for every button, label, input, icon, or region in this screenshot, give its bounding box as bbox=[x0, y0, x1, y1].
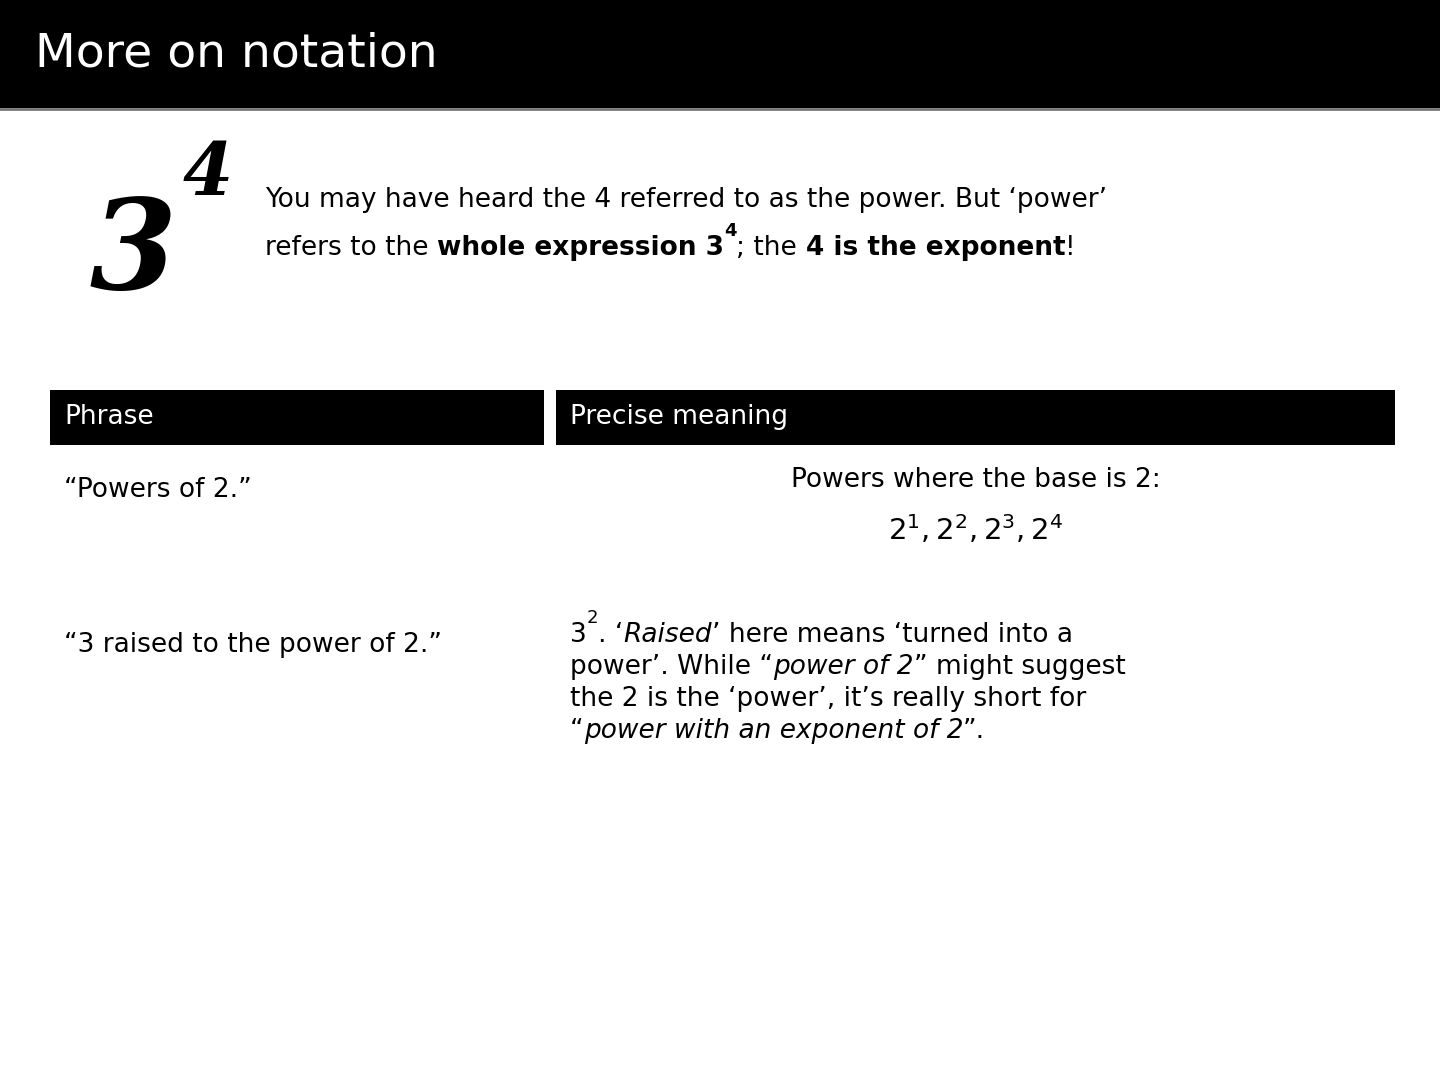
Text: Powers where the base is 2:: Powers where the base is 2: bbox=[791, 467, 1161, 492]
Text: 3: 3 bbox=[570, 622, 586, 648]
Text: $2^1, 2^2, 2^3, 2^4$: $2^1, 2^2, 2^3, 2^4$ bbox=[888, 514, 1063, 546]
FancyBboxPatch shape bbox=[0, 0, 1440, 108]
Text: the 2 is the ‘power’, it’s really short for: the 2 is the ‘power’, it’s really short … bbox=[570, 686, 1086, 712]
Text: Precise meaning: Precise meaning bbox=[570, 405, 788, 431]
Text: ” might suggest: ” might suggest bbox=[913, 654, 1125, 680]
Text: 3: 3 bbox=[89, 194, 177, 315]
Text: !: ! bbox=[1066, 235, 1076, 261]
Text: Phrase: Phrase bbox=[63, 405, 154, 431]
Text: 4: 4 bbox=[724, 221, 736, 240]
Text: Raised: Raised bbox=[624, 622, 713, 648]
Text: whole expression 3: whole expression 3 bbox=[436, 235, 724, 261]
Text: power of 2: power of 2 bbox=[773, 654, 913, 680]
Text: 4 is the exponent: 4 is the exponent bbox=[805, 235, 1066, 261]
Text: power’. While “: power’. While “ bbox=[570, 654, 773, 680]
Text: ; the: ; the bbox=[736, 235, 805, 261]
Text: . ‘: . ‘ bbox=[598, 622, 624, 648]
Text: “: “ bbox=[570, 718, 583, 744]
Text: power with an exponent of 2: power with an exponent of 2 bbox=[583, 718, 963, 744]
Text: ”.: ”. bbox=[963, 718, 985, 744]
Text: You may have heard the 4 referred to as the power. But ‘power’: You may have heard the 4 referred to as … bbox=[265, 187, 1107, 213]
Text: More on notation: More on notation bbox=[35, 31, 438, 77]
Text: “3 raised to the power of 2.”: “3 raised to the power of 2.” bbox=[63, 632, 442, 658]
Text: ’ here means ‘turned into a: ’ here means ‘turned into a bbox=[713, 622, 1073, 648]
Text: refers to the: refers to the bbox=[265, 235, 436, 261]
FancyBboxPatch shape bbox=[556, 390, 1395, 445]
Text: “Powers of 2.”: “Powers of 2.” bbox=[63, 477, 252, 503]
FancyBboxPatch shape bbox=[50, 390, 544, 445]
Text: 2: 2 bbox=[586, 609, 598, 626]
Text: 4: 4 bbox=[183, 139, 233, 211]
